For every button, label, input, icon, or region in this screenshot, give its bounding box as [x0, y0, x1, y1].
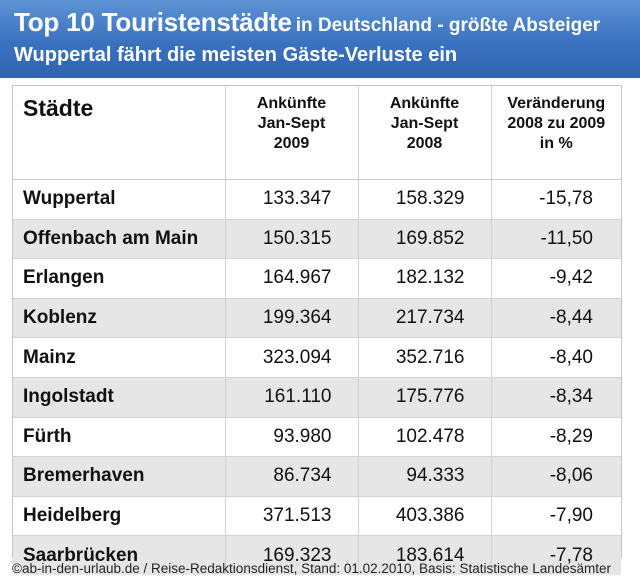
- column-header-change-line-2: 2008 zu 2009: [507, 115, 606, 132]
- source-footer: ©ab-in-den-urlaub.de / Reise-Redaktionsd…: [12, 561, 612, 576]
- column-header-2008-line-2: Jan-Sept: [390, 115, 459, 132]
- city-name: Ingolstadt: [13, 377, 225, 418]
- change-percent: -8,34: [490, 377, 621, 418]
- arrivals-2009: 133.347: [224, 179, 358, 220]
- table-row: Erlangen 164.967 182.132 -9,42: [13, 258, 621, 299]
- change-percent: -9,42: [490, 258, 621, 299]
- page-title: Top 10 Touristenstädte: [14, 7, 292, 37]
- column-header-2009-line-1: Ankünfte: [256, 95, 327, 112]
- arrivals-2008: 94.333: [357, 456, 491, 497]
- city-name: Mainz: [13, 337, 225, 378]
- arrivals-2009: 161.110: [224, 377, 358, 418]
- arrivals-2008: 352.716: [357, 337, 491, 378]
- column-header-2009-line-3: 2009: [273, 135, 310, 152]
- city-name: Heidelberg: [13, 496, 225, 537]
- city-name: Bremerhaven: [13, 456, 225, 497]
- city-name: Saarbrücken: [13, 535, 225, 575]
- city-name: Koblenz: [13, 298, 225, 339]
- page-title-rest: in Deutschland - größte Absteiger: [295, 15, 601, 36]
- column-header-2009: Ankünfte Jan-Sept 2009: [224, 86, 358, 180]
- table-header-row: Städte Ankünfte Jan-Sept 2009 Ankünfte J…: [13, 86, 621, 180]
- table-row: Koblenz 199.364 217.734 -8,44: [13, 298, 621, 339]
- page-subtitle: Wuppertal fährt die meisten Gäste-Verlus…: [14, 44, 458, 66]
- table-row: Wuppertal 133.347 158.329 -15,78: [13, 179, 621, 220]
- column-header-2008-line-3: 2008: [406, 135, 443, 152]
- change-percent: -8,44: [490, 298, 621, 339]
- arrivals-2009: 371.513: [224, 496, 358, 537]
- column-header-2008-line-1: Ankünfte: [389, 95, 460, 112]
- city-name: Fürth: [13, 417, 225, 458]
- table-row: Offenbach am Main 150.315 169.852 -11,50: [13, 219, 621, 260]
- column-header-2008: Ankünfte Jan-Sept 2008: [357, 86, 491, 180]
- column-header-change: Veränderung 2008 zu 2009 in %: [490, 86, 621, 180]
- table-row: Fürth 93.980 102.478 -8,29: [13, 417, 621, 458]
- column-header-change-line-1: Veränderung: [507, 95, 606, 112]
- table-frame: Städte Ankünfte Jan-Sept 2009 Ankünfte J…: [12, 85, 622, 575]
- arrivals-2008: 183.614: [357, 535, 491, 575]
- city-name: Wuppertal: [13, 179, 225, 220]
- change-percent: -8,06: [490, 456, 621, 497]
- header-banner: Top 10 Touristenstädte in Deutschland - g…: [0, 0, 640, 78]
- table-row: Heidelberg 371.513 403.386 -7,90: [13, 496, 621, 537]
- arrivals-2008: 175.776: [357, 377, 491, 418]
- title-line: Top 10 Touristenstädte in Deutschland - g…: [14, 7, 600, 38]
- table-row: Bremerhaven 86.734 94.333 -8,06: [13, 456, 621, 497]
- column-header-change-line-3: in %: [539, 135, 573, 152]
- arrivals-2009: 150.315: [224, 219, 358, 260]
- arrivals-2008: 169.852: [357, 219, 491, 260]
- change-percent: -8,40: [490, 337, 621, 378]
- arrivals-2009: 323.094: [224, 337, 358, 378]
- arrivals-2008: 217.734: [357, 298, 491, 339]
- arrivals-2009: 199.364: [224, 298, 358, 339]
- arrivals-2008: 182.132: [357, 258, 491, 299]
- column-header-city: Städte: [13, 86, 225, 180]
- arrivals-2009: 169.323: [224, 535, 358, 575]
- column-header-2009-line-2: Jan-Sept: [257, 115, 326, 132]
- table-row: Ingolstadt 161.110 175.776 -8,34: [13, 377, 621, 418]
- cities-table: Städte Ankünfte Jan-Sept 2009 Ankünfte J…: [13, 86, 621, 575]
- arrivals-2009: 86.734: [224, 456, 358, 497]
- table-row: Mainz 323.094 352.716 -8,40: [13, 337, 621, 378]
- change-percent: -15,78: [490, 179, 621, 220]
- column-header-city-label: Städte: [23, 95, 94, 121]
- city-name: Erlangen: [13, 258, 225, 299]
- change-percent: -11,50: [490, 219, 621, 260]
- arrivals-2009: 164.967: [224, 258, 358, 299]
- arrivals-2008: 102.478: [357, 417, 491, 458]
- city-name: Offenbach am Main: [13, 219, 225, 260]
- table-row: Saarbrücken 169.323 183.614 -7,78: [13, 535, 621, 575]
- change-percent: -8,29: [490, 417, 621, 458]
- arrivals-2008: 158.329: [357, 179, 491, 220]
- arrivals-2008: 403.386: [357, 496, 491, 537]
- change-percent: -7,78: [490, 535, 621, 575]
- arrivals-2009: 93.980: [224, 417, 358, 458]
- change-percent: -7,90: [490, 496, 621, 537]
